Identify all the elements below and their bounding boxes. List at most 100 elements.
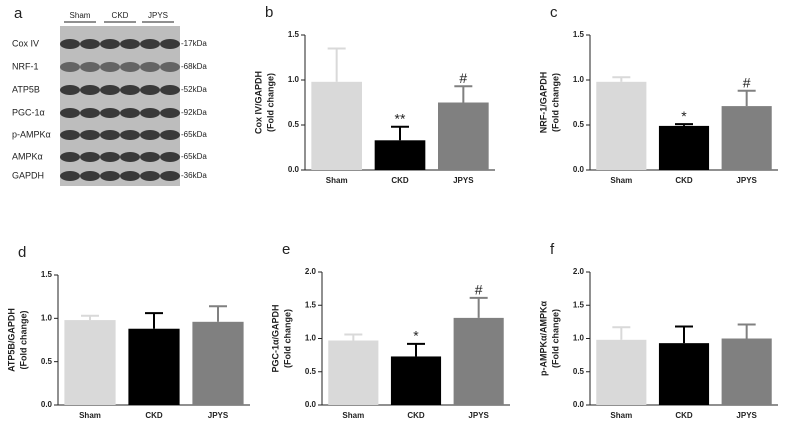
bar — [596, 81, 647, 170]
significance-mark: ** — [395, 111, 406, 127]
x-tick-label: JPYS — [208, 411, 229, 420]
blot-band — [160, 85, 180, 95]
blot-band — [140, 152, 160, 162]
blot-band — [80, 108, 100, 118]
blot-band — [60, 171, 80, 181]
protein-label: p-AMPKα — [12, 129, 51, 139]
x-tick-label: Sham — [79, 411, 101, 420]
x-tick-label: Sham — [342, 411, 364, 420]
x-tick-label: Sham — [610, 411, 632, 420]
y-tick-label: 1.0 — [305, 334, 317, 343]
panel-label: f — [550, 241, 555, 258]
size-label: -92kDa — [181, 108, 207, 117]
panel-label: e — [282, 241, 290, 258]
blot-band — [160, 152, 180, 162]
blot-band — [60, 108, 80, 118]
y-tick-label: 1.5 — [573, 300, 585, 309]
x-tick-label: JPYS — [468, 411, 489, 420]
x-tick-label: Sham — [326, 176, 348, 185]
blot-band — [160, 108, 180, 118]
blot-band — [100, 62, 120, 72]
bar — [64, 320, 116, 405]
x-tick-label: JPYS — [736, 176, 757, 185]
blot-band — [120, 108, 140, 118]
blot-band — [80, 85, 100, 95]
blot-band — [80, 39, 100, 49]
blot-band — [60, 62, 80, 72]
bar — [328, 340, 379, 405]
size-label: -65kDa — [181, 130, 207, 139]
blot-band — [80, 62, 100, 72]
y-axis-label: (Fold change) — [265, 73, 275, 132]
y-tick-label: 0.5 — [305, 367, 317, 376]
y-axis-label: (Fold change) — [550, 73, 560, 132]
y-tick-label: 0.0 — [288, 165, 300, 174]
y-tick-label: 0.0 — [573, 165, 585, 174]
blot-background — [60, 26, 180, 186]
y-axis-label: ATP5B/GAPDH — [6, 308, 16, 372]
bar — [311, 81, 362, 170]
blot-band — [160, 130, 180, 140]
blot-band — [100, 39, 120, 49]
blot-band — [120, 152, 140, 162]
blot-band — [140, 62, 160, 72]
panel-label: a — [14, 5, 23, 22]
blot-band — [160, 39, 180, 49]
protein-label: GAPDH — [12, 170, 44, 180]
y-tick-label: 1.0 — [288, 75, 300, 84]
y-tick-label: 1.5 — [288, 30, 300, 39]
blot-band — [120, 130, 140, 140]
size-label: -65kDa — [181, 152, 207, 161]
blot-band — [140, 171, 160, 181]
blot-band — [120, 39, 140, 49]
x-tick-label: CKD — [407, 411, 425, 420]
protein-label: ATP5B — [12, 84, 40, 94]
size-label: -17kDa — [181, 39, 207, 48]
blot-band — [100, 108, 120, 118]
bar — [658, 125, 710, 170]
lane-label: CKD — [112, 11, 129, 20]
blot-band — [100, 171, 120, 181]
y-axis-label: p-AMPKα/AMPKα — [538, 301, 548, 377]
blot-band — [100, 130, 120, 140]
panel-label: b — [265, 4, 273, 21]
blot-band — [80, 152, 100, 162]
significance-mark: # — [475, 282, 483, 298]
lane-label: Sham — [70, 11, 91, 20]
bar — [192, 321, 244, 405]
y-tick-label: 0.5 — [288, 120, 300, 129]
blot-band — [60, 85, 80, 95]
blot-band — [140, 39, 160, 49]
y-tick-label: 1.5 — [41, 270, 53, 279]
significance-mark: * — [413, 328, 419, 344]
bar — [721, 106, 772, 170]
blot-band — [80, 171, 100, 181]
bar — [374, 140, 426, 170]
blot-band — [120, 62, 140, 72]
y-tick-label: 2.0 — [305, 267, 317, 276]
blot-band — [60, 152, 80, 162]
bar — [721, 338, 772, 405]
y-tick-label: 0.5 — [573, 367, 585, 376]
significance-mark: # — [459, 70, 467, 86]
y-tick-label: 0.0 — [305, 400, 317, 409]
size-label: -68kDa — [181, 62, 207, 71]
y-tick-label: 2.0 — [573, 267, 585, 276]
blot-band — [100, 152, 120, 162]
panel-label: c — [550, 4, 558, 21]
bar — [453, 317, 504, 405]
blot-band — [160, 171, 180, 181]
size-label: -52kDa — [181, 85, 207, 94]
y-axis-label: (Fold change) — [18, 311, 28, 370]
x-tick-label: CKD — [391, 176, 409, 185]
blot-band — [140, 85, 160, 95]
x-tick-label: CKD — [145, 411, 163, 420]
protein-label: PGC-1α — [12, 107, 45, 117]
protein-label: AMPKα — [12, 151, 43, 161]
panel-label: d — [18, 244, 26, 261]
blot-band — [60, 130, 80, 140]
x-tick-label: CKD — [675, 411, 693, 420]
blot-band — [120, 171, 140, 181]
x-tick-label: JPYS — [453, 176, 474, 185]
